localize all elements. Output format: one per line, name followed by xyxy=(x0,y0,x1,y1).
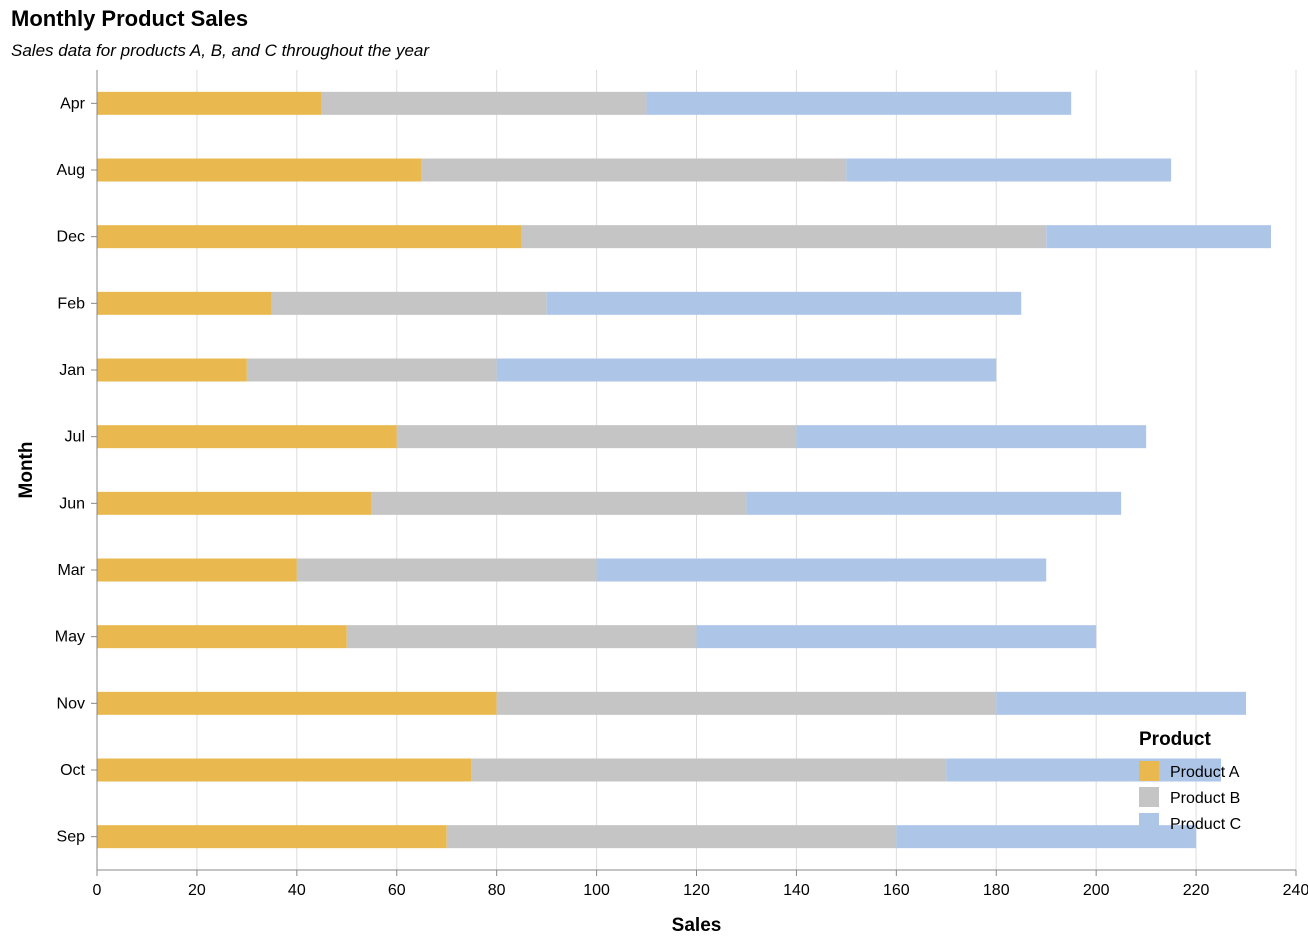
bar-nov-product-b xyxy=(496,691,997,715)
x-axis-title: Sales xyxy=(672,915,722,936)
x-tick-label: 220 xyxy=(1183,882,1210,899)
y-tick-label: May xyxy=(55,629,85,646)
y-tick-label: Aug xyxy=(57,162,85,179)
x-tick-label: 20 xyxy=(188,882,206,899)
legend-swatch-2 xyxy=(1139,787,1159,807)
bar-feb-product-c xyxy=(546,291,1022,315)
y-tick-label: Jul xyxy=(65,429,85,446)
legend-label-1: Product A xyxy=(1170,764,1240,781)
x-tick-label: 200 xyxy=(1083,882,1110,899)
bar-dec-product-c xyxy=(1046,225,1272,249)
bar-dec-product-a xyxy=(97,225,522,249)
bar-may-product-a xyxy=(97,625,347,649)
x-tick-label: 120 xyxy=(683,882,710,899)
bar-jun-product-b xyxy=(371,491,747,515)
bar-nov-product-a xyxy=(97,691,497,715)
bar-sep-product-c xyxy=(896,825,1197,849)
legend-swatch-3 xyxy=(1139,813,1159,833)
x-tick-label: 60 xyxy=(388,882,406,899)
y-tick-label: Feb xyxy=(57,295,85,312)
bar-jul-product-b xyxy=(396,425,797,449)
x-tick-label: 0 xyxy=(93,882,102,899)
y-tick-label: Mar xyxy=(57,562,85,579)
bar-apr-product-c xyxy=(646,91,1072,115)
bar-nov-product-c xyxy=(996,691,1247,715)
bar-jan-product-a xyxy=(97,358,247,382)
y-tick-label: Apr xyxy=(60,95,86,112)
bar-jul-product-a xyxy=(97,425,397,449)
x-tick-label: 80 xyxy=(488,882,506,899)
y-tick-label: Nov xyxy=(57,695,85,712)
bar-aug-product-a xyxy=(97,158,422,182)
bar-apr-product-b xyxy=(321,91,647,115)
y-tick-label: Jan xyxy=(59,362,85,379)
legend-swatch-1 xyxy=(1139,761,1159,781)
x-tick-label: 40 xyxy=(288,882,306,899)
bar-feb-product-b xyxy=(271,291,547,315)
chart-subtitle: Sales data for products A, B, and C thro… xyxy=(11,41,430,60)
x-tick-label: 140 xyxy=(783,882,810,899)
bar-apr-product-a xyxy=(97,91,322,115)
legend-label-2: Product B xyxy=(1170,790,1240,807)
bar-aug-product-b xyxy=(421,158,847,182)
bar-mar-product-a xyxy=(97,558,297,582)
bar-may-product-c xyxy=(696,625,1097,649)
bar-dec-product-b xyxy=(521,225,1047,249)
bar-jan-product-b xyxy=(246,358,497,382)
bar-aug-product-c xyxy=(846,158,1172,182)
x-tick-label: 240 xyxy=(1283,882,1308,899)
bar-oct-product-b xyxy=(471,758,947,782)
bar-jun-product-a xyxy=(97,491,372,515)
legend-label-3: Product C xyxy=(1170,816,1241,833)
bar-jun-product-c xyxy=(746,491,1122,515)
bar-mar-product-c xyxy=(596,558,1047,582)
bar-feb-product-a xyxy=(97,291,272,315)
bar-mar-product-b xyxy=(296,558,597,582)
y-tick-label: Oct xyxy=(60,762,85,779)
y-tick-label: Dec xyxy=(57,229,85,246)
chart-title: Monthly Product Sales xyxy=(11,6,249,31)
legend-title: Product xyxy=(1139,729,1211,750)
x-tick-label: 180 xyxy=(983,882,1010,899)
x-tick-label: 100 xyxy=(583,882,610,899)
x-tick-label: 160 xyxy=(883,882,910,899)
y-tick-label: Jun xyxy=(59,495,85,512)
bar-may-product-b xyxy=(346,625,697,649)
bar-jan-product-c xyxy=(496,358,997,382)
y-axis-title: Month xyxy=(16,442,37,499)
bar-sep-product-b xyxy=(446,825,897,849)
y-tick-label: Sep xyxy=(57,829,86,846)
bar-oct-product-a xyxy=(97,758,472,782)
bar-sep-product-a xyxy=(97,825,447,849)
bar-jul-product-c xyxy=(796,425,1147,449)
